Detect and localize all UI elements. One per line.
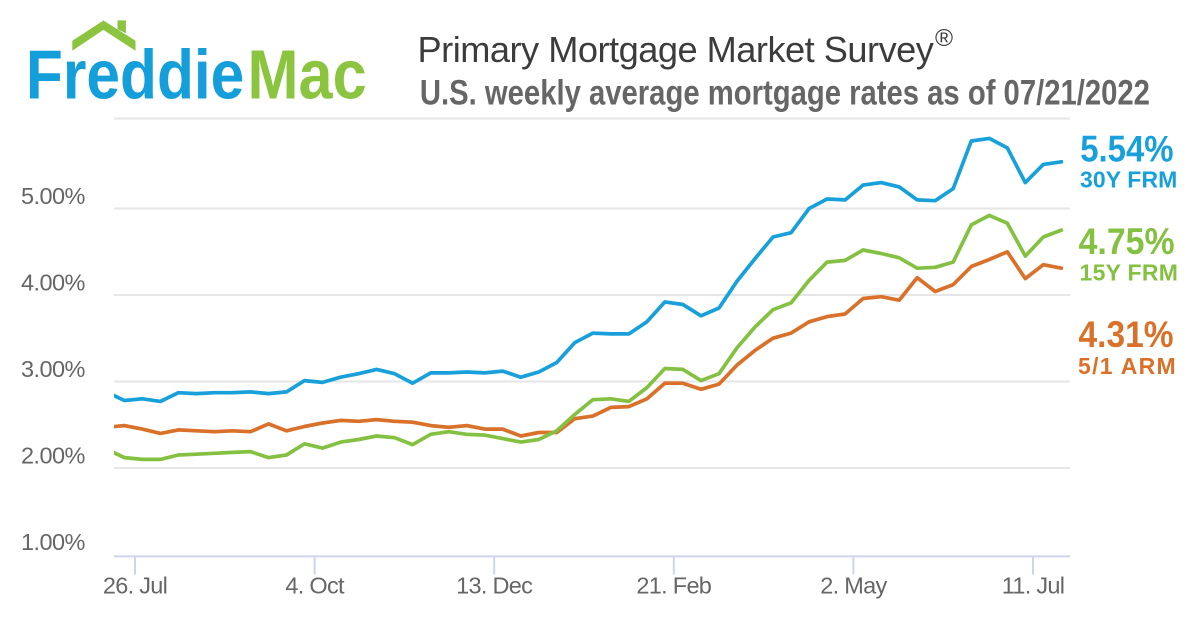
svg-text:26. Jul: 26. Jul <box>103 573 167 599</box>
svg-text:5.54%: 5.54% <box>1080 128 1173 169</box>
svg-text:Primary Mortgage Market Survey: Primary Mortgage Market Survey <box>418 29 935 70</box>
svg-text:5/1 ARM: 5/1 ARM <box>1078 353 1177 379</box>
svg-text:U.S. weekly average mortgage r: U.S. weekly average mortgage rates as of… <box>420 73 1150 112</box>
svg-text:13. Dec: 13. Dec <box>456 573 533 599</box>
svg-text:15Y FRM: 15Y FRM <box>1080 260 1179 286</box>
svg-text:21. Feb: 21. Feb <box>636 573 711 599</box>
svg-text:4. Oct: 4. Oct <box>285 573 345 599</box>
svg-text:4.31%: 4.31% <box>1079 313 1174 355</box>
svg-text:®: ® <box>935 25 953 52</box>
svg-text:Mac: Mac <box>248 35 367 114</box>
svg-text:2.00%: 2.00% <box>21 443 86 469</box>
svg-text:5.00%: 5.00% <box>21 183 86 209</box>
svg-text:11. Jul: 11. Jul <box>1002 573 1065 599</box>
svg-text:1.00%: 1.00% <box>21 529 86 555</box>
svg-text:3.00%: 3.00% <box>21 356 86 382</box>
svg-text:2. May: 2. May <box>820 573 887 599</box>
svg-text:4.75%: 4.75% <box>1079 220 1175 262</box>
svg-text:Freddie: Freddie <box>26 36 244 114</box>
svg-text:4.00%: 4.00% <box>21 270 86 296</box>
svg-text:30Y FRM: 30Y FRM <box>1080 167 1177 193</box>
